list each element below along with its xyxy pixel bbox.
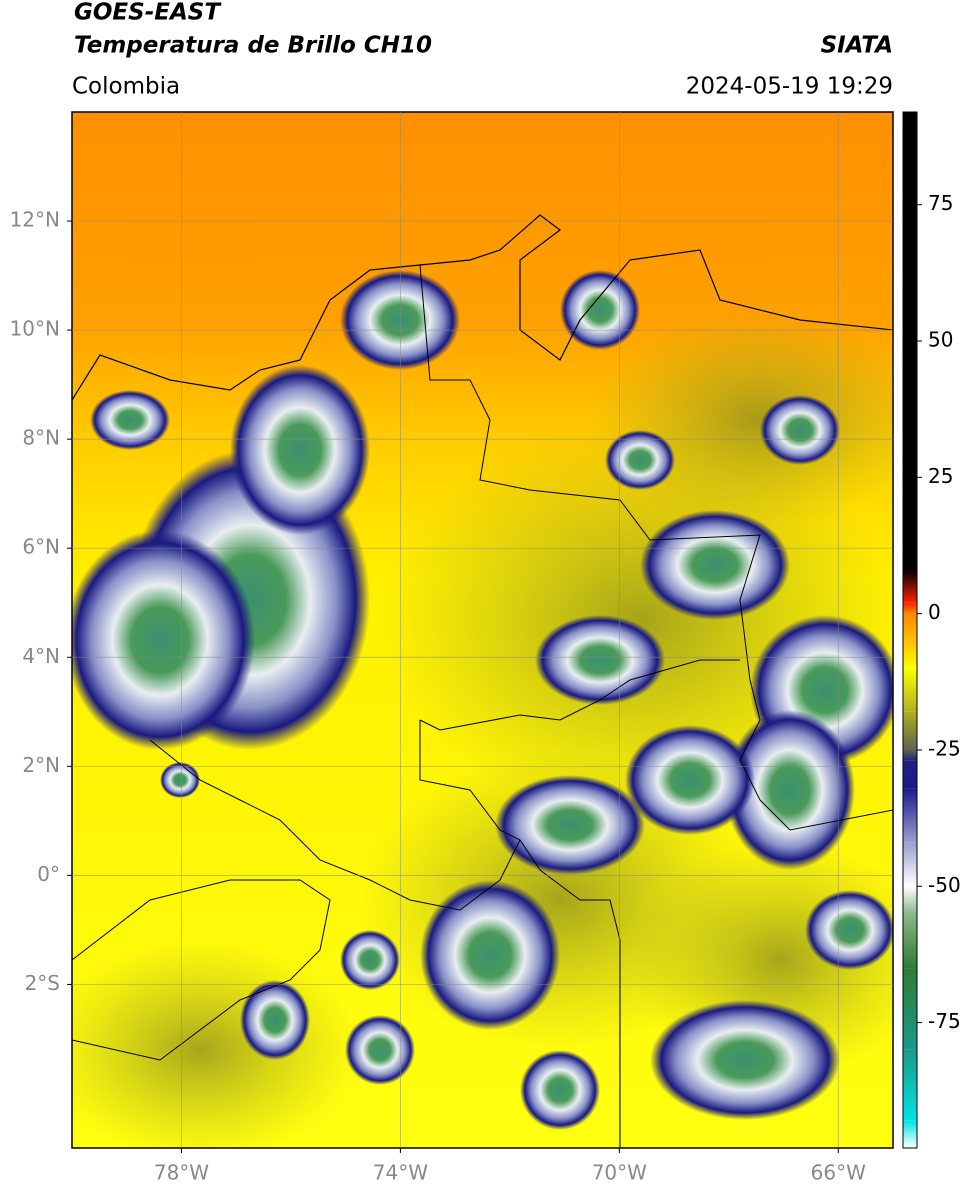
colorbar-segment (903, 711, 917, 750)
colorbar-tick-label: 0 (928, 600, 941, 624)
colorbar-segment (903, 570, 917, 603)
colorbar-tick-label: 75 (928, 191, 953, 215)
x-tick-label: 74°W (373, 1161, 428, 1185)
x-tick-label: 78°W (154, 1161, 209, 1185)
colorbar-segment (903, 788, 917, 843)
subtitle: Temperatura de Brillo CH10 (74, 33, 432, 59)
colorbar-segment (903, 1049, 917, 1121)
satellite-image (72, 112, 893, 1148)
y-tick-label: 8°N (22, 426, 60, 450)
x-tick-label: 66°W (811, 1161, 866, 1185)
colorbar-segment (903, 886, 917, 914)
region: Colombia (72, 74, 180, 100)
colorbar-segment (903, 913, 917, 969)
colorbar-frame (902, 111, 918, 1149)
y-tick-label: 2°N (22, 753, 60, 777)
colorbar-tick-label: -75 (928, 1009, 961, 1033)
title: GOES-EAST (74, 0, 222, 26)
colorbar-segment (903, 640, 917, 669)
colorbar-segment (903, 1120, 917, 1148)
colorbar-tick-label: -25 (928, 736, 961, 760)
y-tick-label: 2°S (25, 971, 60, 995)
colorbar-segment (903, 968, 917, 1050)
colorbar-segment (903, 112, 917, 571)
colorbar-segment (903, 602, 917, 614)
map-frame (71, 111, 894, 1149)
colorbar-segment (903, 749, 917, 761)
source: SIATA (821, 33, 893, 59)
y-tick-label: 10°N (10, 317, 60, 341)
colorbar-segment (903, 668, 917, 712)
y-tick-label: 0° (37, 862, 60, 886)
colorbar-tick-label: 50 (928, 328, 953, 352)
datetime: 2024-05-19 19:29 (686, 74, 893, 100)
x-tick-label: 70°W (592, 1161, 647, 1185)
colorbar-tick-label: -50 (928, 873, 961, 897)
colorbar-tick-label: 25 (928, 464, 953, 488)
colorbar-segment (903, 613, 917, 641)
y-tick-label: 4°N (22, 644, 60, 668)
colorbar-segment (903, 760, 917, 789)
y-tick-label: 12°N (10, 208, 60, 232)
y-tick-label: 6°N (22, 535, 60, 559)
colorbar-segment (903, 842, 917, 887)
